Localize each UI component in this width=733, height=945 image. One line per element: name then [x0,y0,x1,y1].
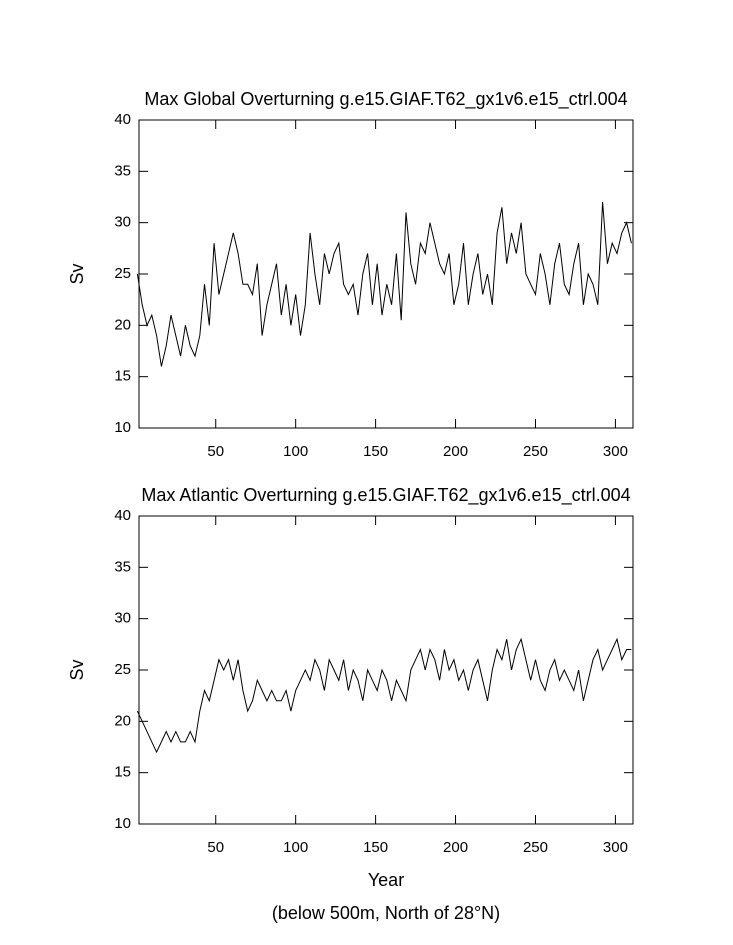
y-tick-label: 20 [114,316,131,333]
x-tick-label: 200 [443,839,468,856]
y-tick-label: 25 [114,265,131,282]
data-line [136,202,632,367]
y-tick-label: 35 [114,558,131,575]
y-tick-label: 15 [114,764,131,781]
y-tick-label: 30 [114,610,131,627]
y-tick-label: 20 [114,712,131,729]
x-tick-label: 100 [283,839,308,856]
y-tick-label: 10 [114,815,131,832]
y-tick-label: 35 [114,162,131,179]
y-tick-label: 10 [114,419,131,436]
data-line [136,637,632,754]
y-axis-label: Sv [67,263,87,284]
plot-frame [138,119,634,429]
x-axis-label: Year [368,870,404,890]
y-tick-label: 25 [114,661,131,678]
x-tick-label: 250 [523,839,548,856]
x-tick-label: 150 [363,839,388,856]
chart-title: Max Global Overturning g.e15.GIAF.T62_gx… [144,89,627,110]
x-tick-label: 50 [207,443,224,460]
x-tick-label: 100 [283,443,308,460]
y-axis-label: Sv [67,659,87,680]
plot-frame [138,515,634,825]
x-tick-label: 300 [603,839,628,856]
x-tick-label: 50 [207,839,224,856]
x-tick-label: 200 [443,443,468,460]
y-tick-label: 15 [114,368,131,385]
y-tick-label: 40 [114,111,131,128]
footnote: (below 500m, North of 28°N) [272,903,500,923]
x-tick-label: 250 [523,443,548,460]
x-tick-label: 150 [363,443,388,460]
x-tick-label: 300 [603,443,628,460]
y-tick-label: 30 [114,214,131,231]
y-tick-label: 40 [114,507,131,524]
chart-title: Max Atlantic Overturning g.e15.GIAF.T62_… [141,485,630,506]
